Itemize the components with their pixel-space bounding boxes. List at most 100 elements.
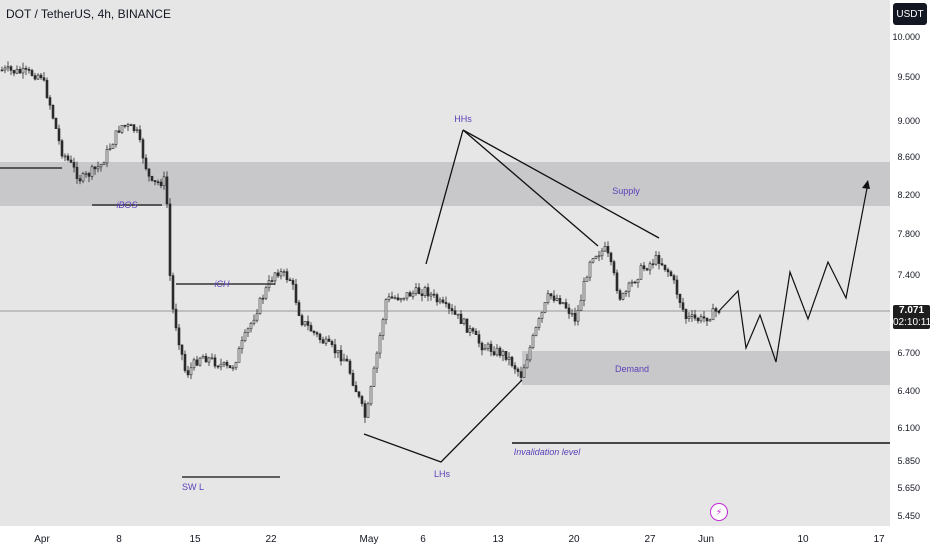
- candle: [441, 296, 445, 304]
- candle: [447, 302, 451, 315]
- candle: [234, 361, 238, 371]
- candle: [258, 296, 262, 315]
- candle: [21, 62, 25, 79]
- candle: [366, 401, 370, 418]
- time-label-6: 6: [420, 534, 426, 545]
- candle: [330, 339, 334, 348]
- candle: [87, 171, 91, 183]
- candle: [660, 258, 664, 267]
- candle: [522, 364, 526, 378]
- candle: [201, 354, 205, 359]
- candle: [642, 261, 646, 272]
- candle: [429, 291, 433, 301]
- currency-button[interactable]: USDT: [893, 3, 927, 25]
- lhs-line: [363, 379, 523, 463]
- candle: [102, 161, 106, 165]
- price-label-10000: 10.000: [892, 32, 920, 42]
- candle: [174, 303, 178, 332]
- chart-svg: [0, 61, 890, 478]
- candle: [591, 257, 595, 264]
- candle: [45, 77, 49, 100]
- candle: [705, 317, 709, 326]
- candle: [93, 166, 97, 175]
- candle: [420, 288, 424, 302]
- candle: [219, 358, 223, 371]
- candle: [360, 394, 364, 407]
- invalidation-label: Invalidation level: [513, 447, 581, 457]
- price-label-6400: 6.400: [897, 386, 920, 396]
- candle: [462, 317, 466, 326]
- lightning-icon[interactable]: ⚡︎: [710, 503, 728, 521]
- candle: [582, 277, 586, 307]
- candlestick-series: [0, 61, 721, 423]
- chart-area[interactable]: DOT / TetherUS, 4h, BINANCE HHs LHs iBOS…: [0, 0, 890, 526]
- candle: [678, 293, 682, 308]
- candle: [594, 255, 598, 260]
- supply-label: Supply: [612, 186, 640, 196]
- candle: [666, 267, 670, 278]
- candle: [483, 344, 487, 351]
- demand-label: Demand: [614, 364, 650, 374]
- candle: [63, 153, 67, 162]
- candle: [120, 124, 124, 134]
- hhs-line-left: [425, 129, 464, 265]
- candle: [621, 292, 625, 301]
- candle: [450, 304, 454, 315]
- candle: [531, 333, 535, 350]
- price-axis[interactable]: 10.000 9.500 9.000 8.600 8.200 7.800 7.4…: [890, 0, 932, 526]
- candle: [480, 341, 484, 356]
- price-label-5650: 5.650: [897, 483, 920, 493]
- time-axis[interactable]: Apr 8 15 22 May 6 13 20 27 Jun 10 17: [0, 526, 932, 550]
- candle: [510, 355, 514, 368]
- candle: [33, 72, 37, 81]
- price-label-7400: 7.400: [897, 270, 920, 280]
- candle: [27, 66, 31, 74]
- candle: [150, 175, 154, 182]
- candle: [492, 346, 496, 357]
- candle: [477, 330, 481, 348]
- candle: [675, 275, 679, 299]
- candle: [645, 267, 649, 272]
- hhs-label: HHs: [454, 114, 472, 124]
- price-label-8200: 8.200: [897, 190, 920, 200]
- candle: [270, 276, 274, 283]
- candle: [141, 137, 145, 164]
- price-label-7800: 7.800: [897, 229, 920, 239]
- candle: [54, 117, 58, 129]
- candle: [66, 153, 70, 162]
- candle: [57, 124, 61, 145]
- time-label-27: 27: [644, 534, 656, 545]
- candle: [681, 297, 685, 312]
- candle: [267, 275, 271, 292]
- candle: [222, 361, 226, 368]
- candle: [417, 283, 421, 295]
- candle: [405, 292, 409, 301]
- candle: [507, 352, 511, 366]
- candle: [576, 305, 580, 326]
- candle: [147, 168, 151, 182]
- candle: [36, 73, 40, 81]
- candle: [390, 291, 394, 299]
- candle: [714, 306, 718, 318]
- candle: [189, 362, 193, 380]
- ich-label: iCH: [214, 279, 230, 289]
- candle: [669, 270, 673, 277]
- current-price-tag: 7.071 02:10:11: [893, 305, 931, 329]
- candle: [378, 332, 382, 359]
- candle: [135, 126, 139, 134]
- candle: [282, 269, 286, 277]
- candle: [105, 145, 109, 168]
- candle: [42, 72, 46, 82]
- symbol-title: DOT / TetherUS, 4h, BINANCE: [6, 7, 171, 21]
- candle: [528, 345, 532, 363]
- candle: [708, 318, 712, 322]
- candle: [348, 358, 352, 376]
- candle: [543, 302, 547, 314]
- candle: [597, 250, 601, 262]
- candle: [216, 365, 220, 369]
- candle: [261, 294, 265, 305]
- candle: [561, 302, 565, 305]
- candle: [519, 366, 523, 382]
- candle: [111, 143, 115, 149]
- candle: [684, 308, 688, 324]
